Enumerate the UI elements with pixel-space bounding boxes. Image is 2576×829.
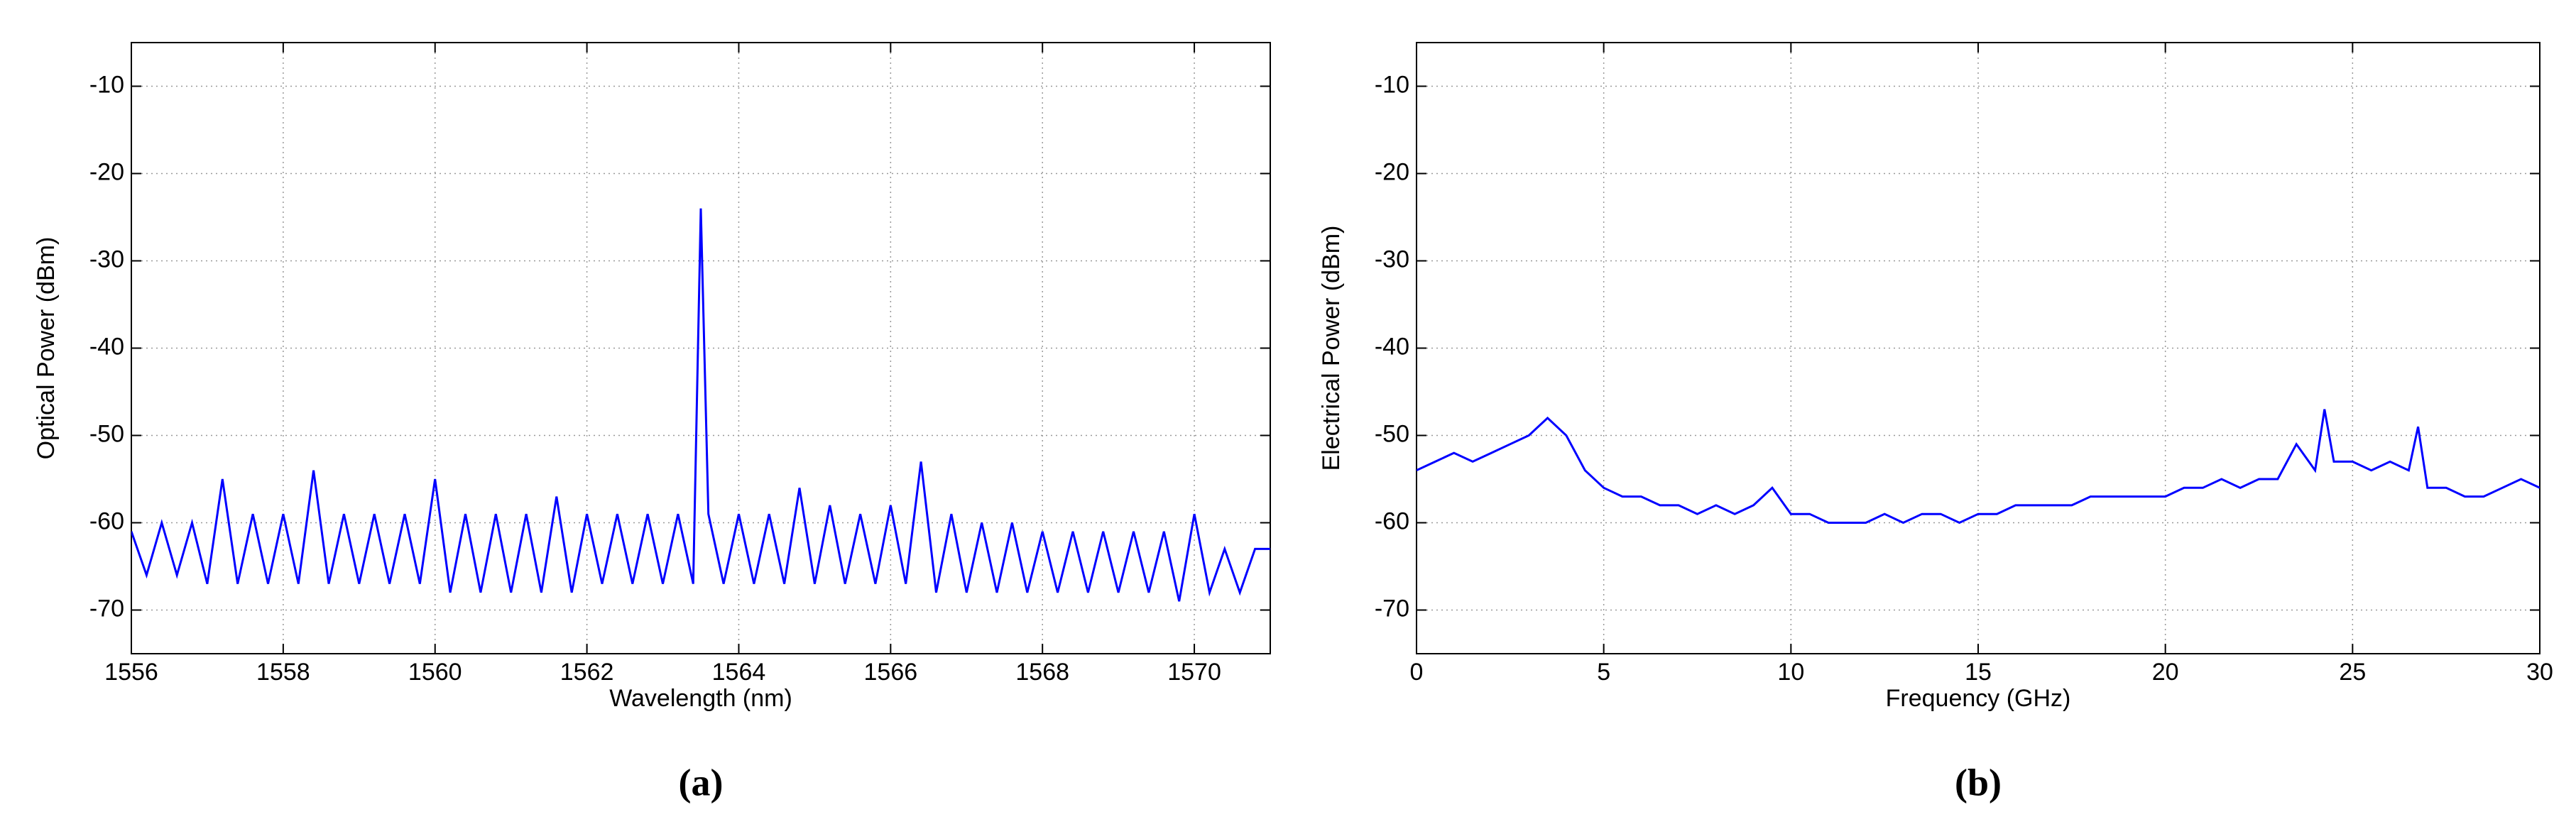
x-tick-label: 30	[2526, 659, 2553, 686]
y-axis-label: Electrical Power (dBm)	[1318, 226, 1345, 471]
x-tick-label: 1560	[408, 659, 462, 686]
x-tick-label: 1566	[864, 659, 918, 686]
x-tick-label: 5	[1597, 659, 1610, 686]
x-tick-label: 0	[1410, 659, 1424, 686]
y-tick-label: -40	[1375, 333, 1409, 360]
x-tick-label: 10	[1777, 659, 1804, 686]
x-tick-label: 1564	[712, 659, 766, 686]
caption: (a)	[679, 761, 724, 803]
x-tick-label: 1556	[104, 659, 158, 686]
x-tick-label: 20	[2152, 659, 2179, 686]
y-tick-label: -20	[1375, 158, 1409, 185]
x-tick-label: 1568	[1015, 659, 1069, 686]
y-tick-label: -50	[1375, 420, 1409, 447]
y-tick-label: -10	[1375, 71, 1409, 98]
data-line	[131, 208, 1270, 602]
x-axis-label: Frequency (GHz)	[1886, 685, 2071, 712]
x-tick-label: 15	[1965, 659, 1992, 686]
x-tick-label: 1558	[256, 659, 310, 686]
y-tick-label: -10	[89, 71, 124, 98]
y-tick-label: -30	[1375, 246, 1409, 273]
y-tick-label: -50	[89, 420, 124, 447]
caption: (b)	[1955, 761, 2002, 803]
y-tick-label: -40	[89, 333, 124, 360]
plot-frame	[1416, 42, 2540, 654]
plot-frame	[131, 42, 1271, 654]
y-axis-label: Optical Power (dBm)	[33, 237, 60, 460]
x-tick-label: 1570	[1167, 659, 1221, 686]
y-tick-label: -70	[89, 595, 124, 622]
x-tick-label: 1562	[560, 659, 614, 686]
x-tick-label: 25	[2339, 659, 2366, 686]
x-axis-label: Wavelength (nm)	[609, 685, 792, 712]
y-tick-label: -30	[89, 246, 124, 273]
y-tick-label: -70	[1375, 595, 1409, 622]
y-tick-label: -60	[89, 507, 124, 534]
data-line	[1417, 409, 2540, 525]
y-tick-label: -60	[1375, 507, 1409, 534]
y-tick-label: -20	[89, 158, 124, 185]
